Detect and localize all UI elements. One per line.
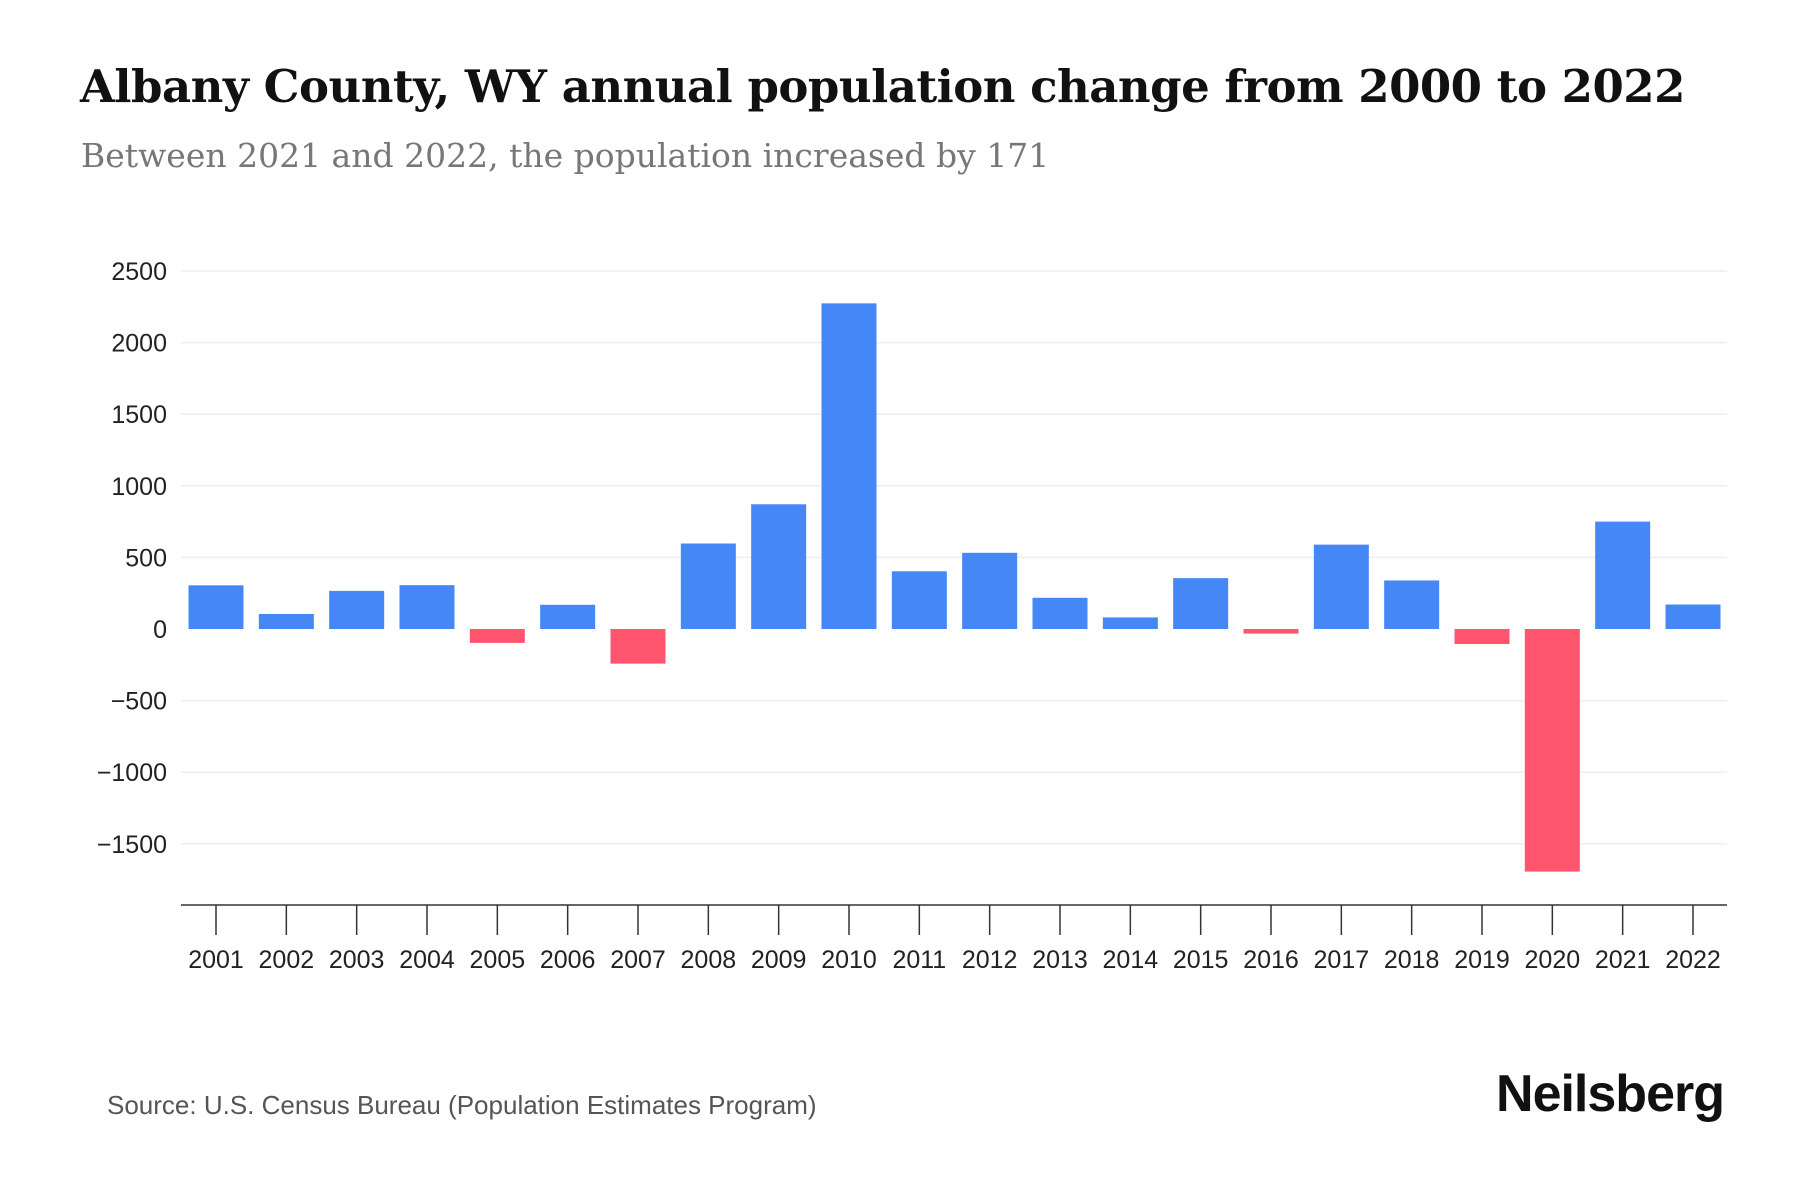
bar-2010 [821,303,877,629]
x-tick-label: 2002 [259,946,315,974]
bar-2006 [540,604,596,629]
x-tick-label: 2022 [1665,946,1721,974]
bar-2013 [1032,597,1088,629]
bar-2007 [610,629,666,664]
x-tick-label: 2005 [470,946,526,974]
x-tick-label: 2013 [1032,946,1088,974]
x-tick-label: 2001 [188,946,244,974]
x-tick-label: 2003 [329,946,385,974]
y-tick-label: 1000 [111,473,167,501]
source-note: Source: U.S. Census Bureau (Population E… [107,1090,817,1120]
bar-2018 [1384,580,1440,629]
x-tick-label: 2006 [540,946,596,974]
bar-2001 [188,585,244,629]
bar-2012 [962,552,1018,629]
x-tick-label: 2011 [892,946,946,974]
bar-2019 [1454,629,1510,645]
bar-2003 [329,590,385,629]
x-tick-label: 2012 [962,946,1018,974]
x-tick-label: 2020 [1525,946,1581,974]
x-tick-label: 2021 [1595,946,1651,974]
x-tick-label: 2008 [681,946,737,974]
y-tick-label: 1500 [111,401,167,429]
x-tick-label: 2017 [1314,946,1370,974]
bar-2015 [1173,578,1229,629]
x-tick-label: 2009 [751,946,807,974]
bar-2008 [680,543,736,629]
x-tick-label: 2010 [821,946,877,974]
x-tick-label: 2016 [1243,946,1299,974]
bar-2016 [1243,629,1299,634]
y-tick-label: −1000 [97,759,167,787]
y-tick-label: −500 [111,688,167,716]
y-tick-label: 2000 [111,330,167,358]
bar-2002 [258,613,314,629]
x-tick-label: 2018 [1384,946,1440,974]
chart-title: Albany County, WY annual population chan… [80,60,1685,113]
bar-2020 [1524,629,1580,872]
y-tick-label: −1500 [97,831,167,859]
x-tick-label: 2019 [1454,946,1510,974]
bar-2021 [1595,521,1651,629]
bar-2004 [399,585,455,629]
neilsberg-logo: Neilsberg [1496,1065,1725,1123]
y-tick-label: 0 [153,616,167,644]
x-tick-label: 2004 [399,946,455,974]
chart-subtitle: Between 2021 and 2022, the population in… [81,136,1050,175]
x-tick-label: 2014 [1103,946,1159,974]
y-tick-label: 2500 [111,258,167,286]
bar-2017 [1313,544,1369,629]
y-tick-label: 500 [125,544,167,572]
bar-2011 [891,571,947,629]
bar-2009 [751,504,807,629]
bar-2005 [469,629,525,643]
bar-2022 [1665,604,1721,629]
bar-2014 [1102,617,1158,629]
x-tick-label: 2015 [1173,946,1229,974]
x-tick-label: 2007 [610,946,666,974]
